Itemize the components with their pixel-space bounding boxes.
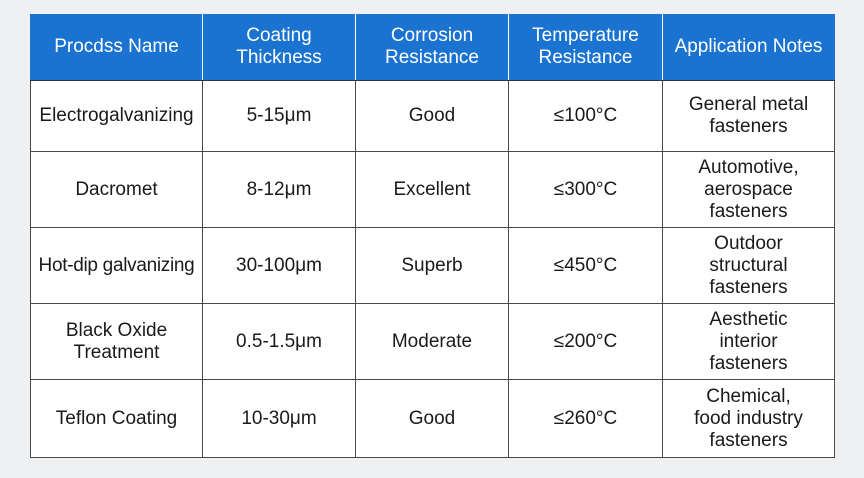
cell-application-notes: Automotive, aerospace fasteners — [662, 151, 835, 228]
cell-application-notes: General metal fasteners — [662, 80, 835, 152]
table-header: Procdss Name Coating Thickness Corrosion… — [30, 14, 835, 81]
cell-temperature-resistance: ≤200°C — [508, 303, 663, 380]
coating-comparison-table: Procdss Name Coating Thickness Corrosion… — [30, 14, 835, 458]
header-row: Procdss Name Coating Thickness Corrosion… — [30, 14, 835, 81]
cell-corrosion-resistance: Moderate — [355, 303, 509, 380]
cell-process-name: Dacromet — [30, 151, 203, 228]
table-row: Dacromet 8-12μm Excellent ≤300°C Automot… — [30, 151, 835, 228]
cell-temperature-resistance: ≤100°C — [508, 80, 663, 152]
table-row: Black Oxide Treatment 0.5-1.5μm Moderate… — [30, 303, 835, 380]
header-application-notes: Application Notes — [662, 14, 835, 81]
cell-application-notes: Aesthetic interior fasteners — [662, 303, 835, 380]
cell-process-name: Black Oxide Treatment — [30, 303, 203, 380]
table-row: Electrogalvanizing 5-15μm Good ≤100°C Ge… — [30, 80, 835, 152]
header-coating-thickness: Coating Thickness — [202, 14, 356, 81]
table-body: Electrogalvanizing 5-15μm Good ≤100°C Ge… — [30, 80, 835, 458]
cell-temperature-resistance: ≤450°C — [508, 227, 663, 304]
cell-coating-thickness: 8-12μm — [202, 151, 356, 228]
cell-process-name: Electrogalvanizing — [30, 80, 203, 152]
cell-coating-thickness: 10-30μm — [202, 379, 356, 458]
cell-temperature-resistance: ≤300°C — [508, 151, 663, 228]
cell-process-name: Teflon Coating — [30, 379, 203, 458]
cell-coating-thickness: 30-100μm — [202, 227, 356, 304]
table-row: Teflon Coating 10-30μm Good ≤260°C Chemi… — [30, 379, 835, 458]
cell-corrosion-resistance: Superb — [355, 227, 509, 304]
cell-corrosion-resistance: Good — [355, 379, 509, 458]
header-process-name: Procdss Name — [30, 14, 203, 81]
header-corrosion-resistance: Corrosion Resistance — [355, 14, 509, 81]
cell-corrosion-resistance: Good — [355, 80, 509, 152]
header-temperature-resistance: Temperature Resistance — [508, 14, 663, 81]
cell-application-notes: Chemical, food industry fasteners — [662, 379, 835, 458]
cell-coating-thickness: 0.5-1.5μm — [202, 303, 356, 380]
table-row: Hot-dip galvanizing 30-100μm Superb ≤450… — [30, 227, 835, 304]
cell-temperature-resistance: ≤260°C — [508, 379, 663, 458]
cell-coating-thickness: 5-15μm — [202, 80, 356, 152]
cell-corrosion-resistance: Excellent — [355, 151, 509, 228]
cell-process-name: Hot-dip galvanizing — [30, 227, 203, 304]
cell-application-notes: Outdoor structural fasteners — [662, 227, 835, 304]
coating-comparison-table-container: Procdss Name Coating Thickness Corrosion… — [30, 14, 835, 458]
